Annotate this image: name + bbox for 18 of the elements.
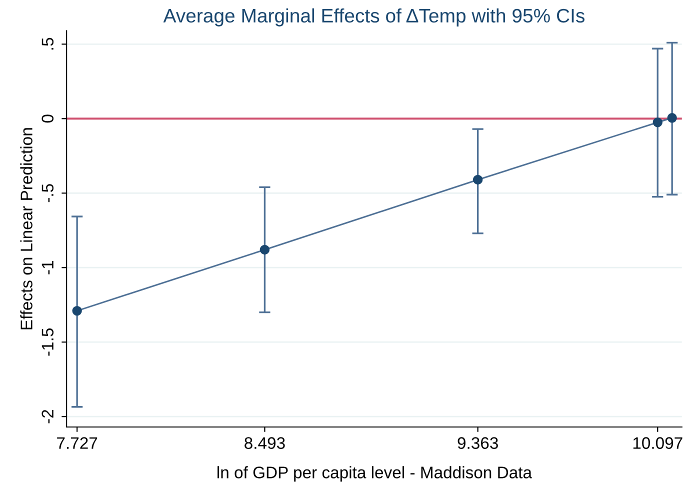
x-tick-label: 8.493 [244, 437, 285, 449]
y-tick-label: -1 [42, 261, 54, 274]
x-axis-title: ln of GDP per capita level - Maddison Data [218, 466, 532, 482]
x-tick-label: 9.363 [458, 437, 498, 449]
point [472, 174, 483, 185]
x-tick-label: 10.097 [633, 437, 682, 449]
y-tick-label: .5 [42, 38, 54, 50]
y-tick-label: 0 [42, 114, 54, 123]
x-tick-label: 7.727 [57, 437, 98, 449]
point [667, 113, 677, 123]
point [260, 244, 270, 255]
y-tick-label: -1.5 [42, 328, 54, 356]
chart-title: Average Marginal Effects of ΔTemp with 95% CIs [163, 8, 584, 26]
y-tick-label: -.5 [42, 184, 54, 202]
point [72, 306, 82, 316]
y-axis-title: Effects on Linear Prediction [20, 128, 32, 330]
point [652, 118, 662, 128]
y-tick-label: -2 [42, 410, 54, 424]
